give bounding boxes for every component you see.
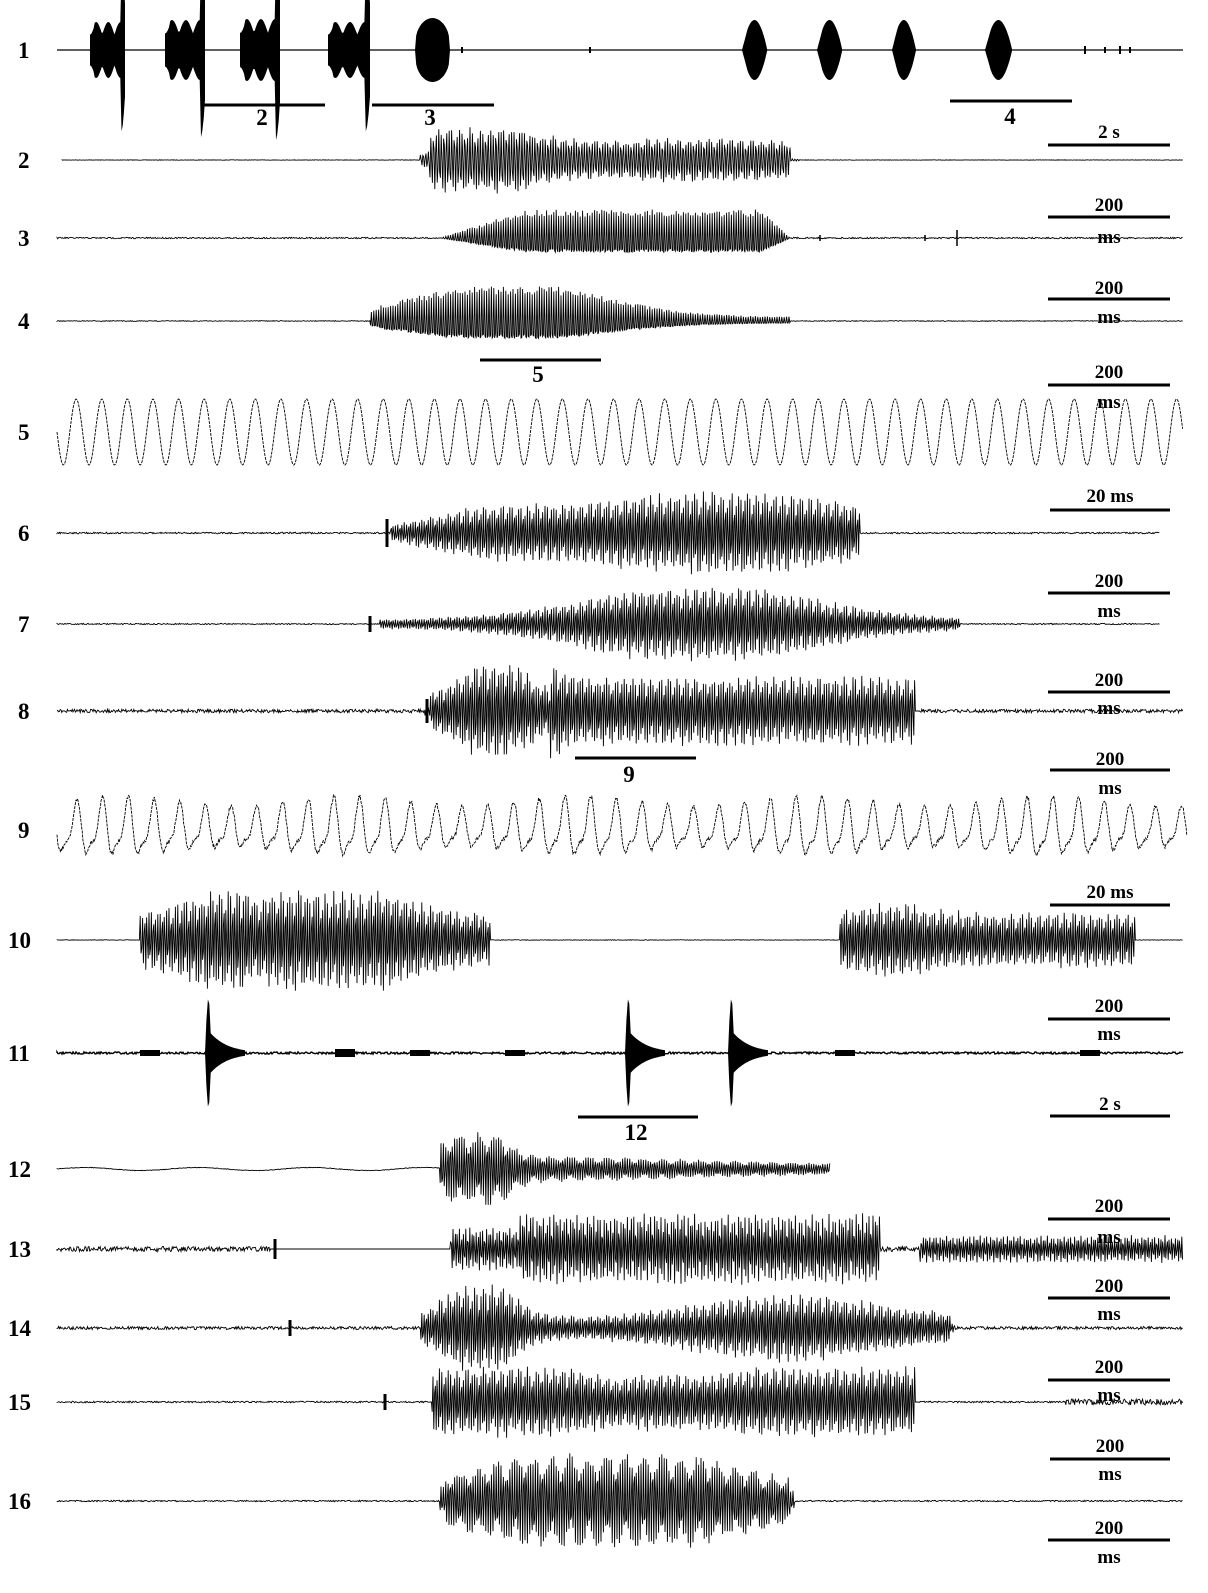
scale-bar-label: 20 ms — [1087, 486, 1134, 507]
waveform-trace-14 — [56, 1284, 1183, 1371]
noise-blip — [835, 1050, 855, 1056]
scale-bar-label: ms — [1097, 698, 1120, 719]
scale-bar-label: 200 — [1095, 362, 1124, 383]
trace-number-label: 13 — [8, 1237, 31, 1262]
segment-marker-label: 2 — [256, 105, 268, 130]
trace-number-label: 9 — [18, 818, 30, 843]
noise-blip — [140, 1050, 160, 1056]
segment-marker-label: 5 — [532, 362, 544, 387]
scale-bar-label: 2 s — [1098, 122, 1120, 143]
scale-bar-label: 20 ms — [1087, 882, 1134, 903]
trace-number-label: 12 — [8, 1157, 31, 1182]
trace-number-label: 6 — [18, 521, 30, 546]
waveform-trace-4 — [56, 286, 1183, 340]
pulse-burst — [240, 0, 280, 141]
noise-blip — [410, 1050, 430, 1056]
waveform-trace-7 — [56, 587, 1160, 662]
scale-bar-label: ms — [1098, 1464, 1121, 1485]
scale-bar-label: ms — [1097, 227, 1120, 248]
scale-bar-label: 200 — [1095, 195, 1124, 216]
waveform-trace-9 — [56, 793, 1188, 858]
scale-bar-label: 200 — [1095, 1196, 1124, 1217]
scale-bar-label: ms — [1097, 1547, 1120, 1568]
waveform-trace-10 — [56, 890, 1183, 991]
trace-number-label: 4 — [18, 309, 30, 334]
scale-bar-label: ms — [1097, 1304, 1120, 1325]
waveform-trace-2 — [61, 127, 1183, 194]
waveform-trace-8 — [56, 665, 1184, 759]
noise-blip — [1080, 1050, 1100, 1056]
noise-blip — [335, 1049, 355, 1057]
pulse-burst — [625, 999, 665, 1107]
trace-number-label: 10 — [8, 928, 31, 953]
waveform-trace-13 — [56, 1213, 1184, 1285]
scale-bar-label: 200 — [1095, 278, 1124, 299]
scale-bar-label: 200 — [1096, 749, 1125, 770]
trace-number-label: 11 — [8, 1041, 30, 1066]
scale-bar-label: 200 — [1095, 571, 1124, 592]
noise-blip — [505, 1050, 525, 1056]
waveform-trace-1 — [57, 0, 1183, 141]
trace-number-label: 3 — [18, 226, 30, 251]
scale-bar-label: 200 — [1095, 1518, 1124, 1539]
pulse-burst — [728, 999, 768, 1107]
scale-bar-label: ms — [1097, 392, 1120, 413]
pulse-burst — [415, 18, 450, 82]
trace-number-label: 7 — [18, 612, 30, 637]
trace-number-label: 1 — [18, 38, 30, 63]
scale-bar-label: 200 — [1095, 996, 1124, 1017]
waveform-trace-5 — [56, 398, 1184, 466]
trace-number-label: 16 — [8, 1489, 31, 1514]
pulse-burst — [205, 999, 245, 1107]
scale-bar-label: ms — [1097, 1024, 1120, 1045]
waveform-trace-6 — [56, 491, 1160, 575]
pulse-burst — [892, 20, 930, 80]
scale-bar-label: ms — [1098, 778, 1121, 799]
scale-bar-label: 200 — [1095, 670, 1124, 691]
segment-marker-label: 3 — [424, 105, 436, 130]
trace-number-label: 8 — [18, 699, 30, 724]
trace-number-label: 2 — [18, 148, 30, 173]
scale-bar-label: ms — [1097, 601, 1120, 622]
pulse-burst — [742, 20, 782, 80]
scale-bar-label: 2 s — [1099, 1094, 1121, 1115]
waveform-trace-12 — [56, 1132, 831, 1205]
scale-bar-label: 200 — [1095, 1276, 1124, 1297]
waveform-trace-16 — [56, 1453, 1183, 1548]
trace-number-label: 5 — [18, 420, 30, 445]
pulse-burst — [328, 0, 370, 132]
segment-marker-label: 9 — [623, 762, 635, 787]
scale-bar-label: 200 — [1095, 1357, 1124, 1378]
segment-marker-label: 4 — [1004, 104, 1016, 129]
pulse-burst — [985, 20, 1028, 80]
pulse-burst — [817, 20, 857, 80]
pulse-burst — [165, 0, 205, 138]
trace-number-label: 15 — [8, 1390, 31, 1415]
scale-bar-label: 200 — [1096, 1436, 1125, 1457]
waveform-trace-11 — [56, 999, 1184, 1107]
waveform-trace-15 — [56, 1366, 1184, 1438]
trace-number-label: 14 — [8, 1316, 32, 1341]
pulse-burst — [90, 0, 125, 132]
waveform-trace-3 — [56, 209, 1183, 254]
scale-bar-label: ms — [1097, 307, 1120, 328]
segment-marker-label: 12 — [625, 1120, 648, 1145]
